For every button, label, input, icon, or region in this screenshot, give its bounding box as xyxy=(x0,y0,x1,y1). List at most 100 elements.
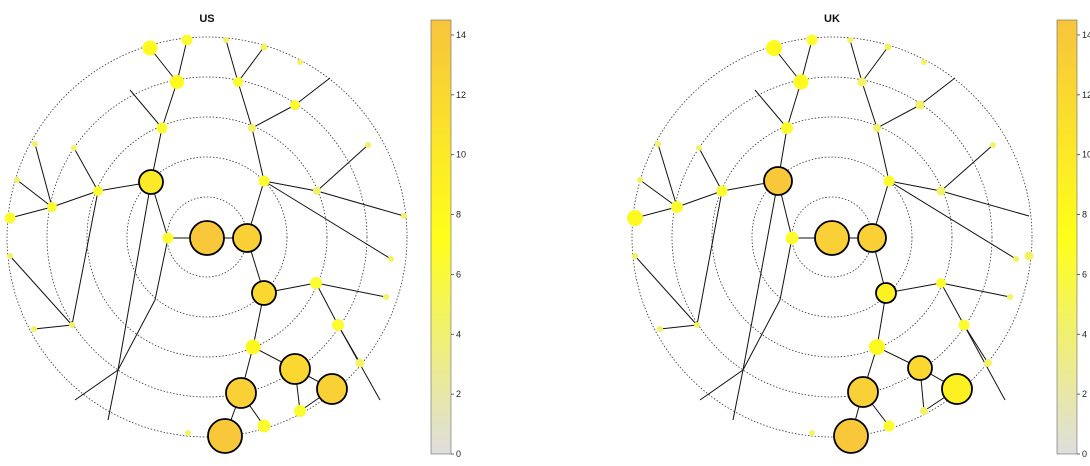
tree-node xyxy=(248,124,256,132)
colorbar-gradient xyxy=(430,19,452,455)
tree-node xyxy=(655,141,661,147)
colorbar-tick-label: 10 xyxy=(1082,150,1090,160)
tree-edge xyxy=(33,324,73,330)
tree-node xyxy=(873,124,881,132)
tree-edge xyxy=(16,179,53,208)
colorbar-tick-label: 8 xyxy=(1082,210,1087,220)
tree-node xyxy=(921,59,927,65)
tree-node xyxy=(245,339,261,355)
tree-node xyxy=(257,419,271,433)
tree-node xyxy=(313,187,321,195)
tree-edge xyxy=(237,46,265,83)
tree-edge xyxy=(117,299,156,371)
highlighted-node xyxy=(857,223,887,253)
tree-node xyxy=(93,186,103,196)
radial-ring xyxy=(671,76,993,398)
radial-ring xyxy=(126,156,288,318)
tree-node xyxy=(401,213,407,219)
tree-node xyxy=(716,185,728,197)
tree-edge xyxy=(876,127,890,182)
panel-uk: UK xyxy=(627,13,1034,454)
tree-node xyxy=(1024,251,1034,261)
tree-node xyxy=(883,175,895,187)
tree-edge xyxy=(74,369,119,401)
tree-edge xyxy=(940,282,965,326)
tree-node xyxy=(223,37,229,43)
tree-edge xyxy=(676,190,723,208)
tree-node xyxy=(793,74,809,90)
tree-edge xyxy=(940,282,1011,298)
tree-node xyxy=(156,122,168,134)
tree-edge xyxy=(639,179,678,208)
tree-node xyxy=(69,322,75,328)
tree-edge xyxy=(659,324,698,330)
highlighted-node xyxy=(189,220,225,256)
tree-edge xyxy=(315,282,387,298)
tree-node xyxy=(847,37,853,43)
colorbar-tick-label: 6 xyxy=(456,269,461,279)
tree-node xyxy=(383,294,389,300)
tree-node xyxy=(627,210,643,226)
tree-node xyxy=(297,59,303,65)
tree-edge xyxy=(316,190,405,217)
tree-node xyxy=(260,43,268,51)
tree-edge xyxy=(754,89,788,129)
tree-node xyxy=(920,407,928,415)
tree-node xyxy=(233,77,243,87)
tree-node xyxy=(181,34,193,46)
node-group xyxy=(627,34,1034,454)
colorbar-tick-label: 0 xyxy=(1082,449,1087,459)
tree-node xyxy=(170,75,184,89)
highlighted-node xyxy=(316,373,348,405)
radial-ring xyxy=(86,116,328,358)
colorbar-gradient xyxy=(1056,19,1078,455)
tree-node xyxy=(637,177,643,183)
tree-node xyxy=(290,100,300,110)
tree-node xyxy=(1007,294,1013,300)
colorbar-us: 0 2 4 6 8 10 12 14 xyxy=(430,19,466,459)
highlighted-node xyxy=(907,355,933,381)
tree-node xyxy=(185,430,191,436)
tree-edge xyxy=(9,206,53,219)
colorbar-tick-label: 4 xyxy=(456,329,461,339)
highlighted-node xyxy=(225,377,257,409)
panel-us: US xyxy=(4,13,408,454)
tree-node xyxy=(14,177,20,183)
highlighted-node xyxy=(207,418,243,454)
tree-edge xyxy=(154,237,169,301)
tree-edge xyxy=(699,369,744,401)
colorbar-tick-label: 12 xyxy=(456,90,466,100)
tree-edge xyxy=(696,190,723,326)
tree-edge xyxy=(263,180,318,192)
radial-ring xyxy=(711,116,953,358)
tree-node xyxy=(355,358,365,368)
highlighted-node xyxy=(941,373,973,405)
tree-node xyxy=(958,319,970,331)
tree-node xyxy=(936,278,946,288)
tree-edge xyxy=(225,39,239,83)
tree-node xyxy=(365,142,371,148)
tree-edge xyxy=(742,180,779,371)
tree-node xyxy=(984,359,992,367)
tree-edge xyxy=(129,89,163,129)
tree-node xyxy=(332,319,344,331)
tree-edge xyxy=(117,181,152,371)
tree-edge xyxy=(73,147,99,192)
tree-node xyxy=(990,142,996,148)
colorbar-tick-label: 2 xyxy=(1082,389,1087,399)
tree-node xyxy=(4,212,16,224)
tree-node xyxy=(884,43,892,51)
tree-edge xyxy=(71,190,99,326)
colorbar-tick-label: 14 xyxy=(456,30,466,40)
tree-edge xyxy=(263,180,392,260)
tree-edge xyxy=(940,190,1030,217)
colorbar-tick-label: 14 xyxy=(1082,30,1090,40)
tree-node xyxy=(142,40,158,56)
colorbar-ticks: 0 2 4 6 8 10 12 14 xyxy=(451,30,466,459)
colorbar-tick-label: 2 xyxy=(456,389,461,399)
tree-node xyxy=(162,232,174,244)
tree-edge xyxy=(861,46,889,83)
highlighted-node xyxy=(875,282,897,304)
ring-group xyxy=(6,36,408,438)
